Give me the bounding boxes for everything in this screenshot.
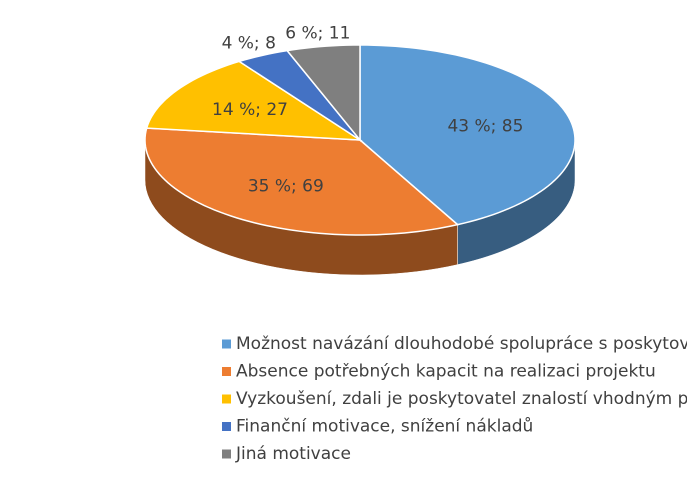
data-label: 35 %; 69 <box>248 177 324 197</box>
data-label: 4 %; 8 <box>222 34 276 54</box>
legend-swatch <box>222 449 231 459</box>
data-label: 14 %; 27 <box>212 100 288 120</box>
legend-label: Možnost navázání dlouhodobé spolupráce s… <box>236 334 687 354</box>
legend-label: Absence potřebných kapacit na realizaci … <box>236 362 656 382</box>
legend-label: Finanční motivace, snížení nákladů <box>236 417 533 437</box>
legend-swatch <box>222 339 231 349</box>
legend-swatch <box>222 422 231 431</box>
slice <box>359 44 576 226</box>
legend-swatch <box>222 367 231 376</box>
slice <box>145 60 363 141</box>
slice <box>144 127 460 236</box>
legend-label: Vyzkoušení, zdali je poskytovatel znalos… <box>236 389 687 409</box>
legend-label: Jiná motivace <box>235 444 351 464</box>
legend-swatch <box>222 394 231 404</box>
slice <box>237 49 361 141</box>
slice <box>285 44 361 143</box>
data-label: 6 %; 11 <box>285 23 350 43</box>
data-label: 43 %; 85 <box>447 117 523 137</box>
